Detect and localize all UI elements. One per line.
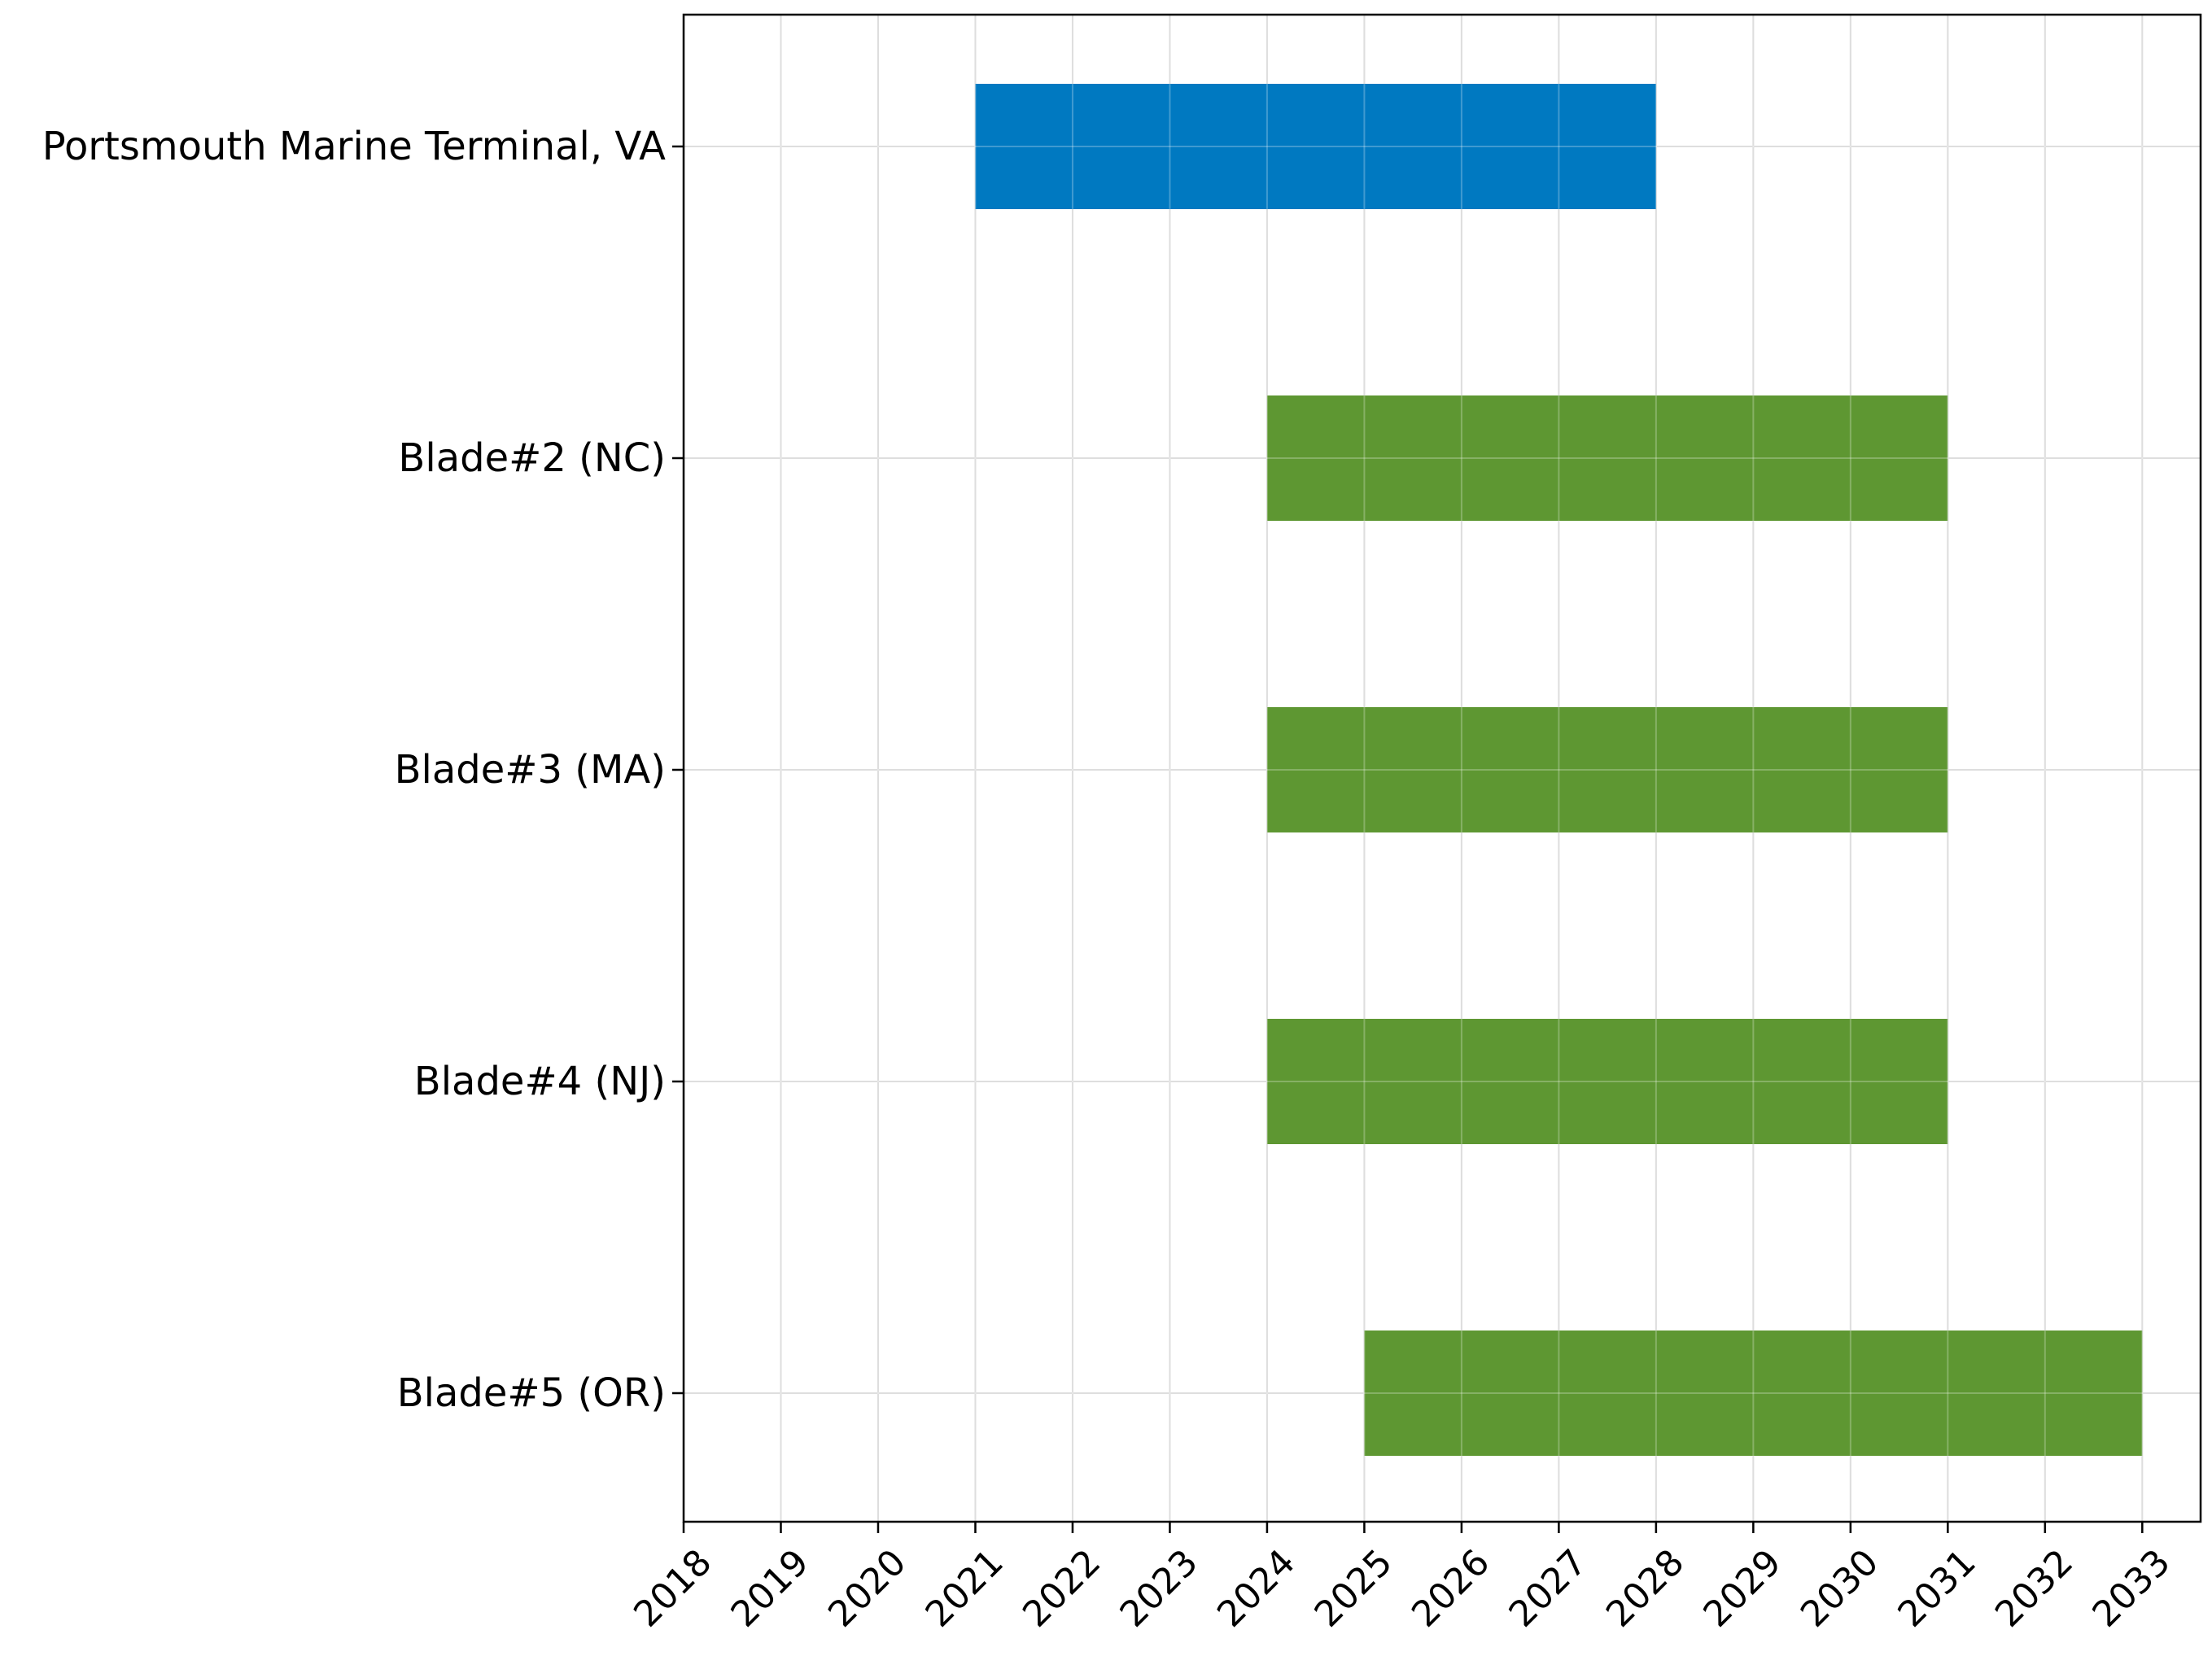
x-tick-label: 2020 <box>820 1541 914 1635</box>
y-tick-label: Blade#5 (OR) <box>397 1370 666 1416</box>
gantt-bar <box>975 84 1656 209</box>
grid-over-layer <box>683 15 2201 1522</box>
x-tick-label: 2018 <box>626 1541 719 1635</box>
gantt-bar <box>1266 1019 1948 1144</box>
x-tick-label: 2022 <box>1015 1541 1108 1635</box>
y-tick-label: Blade#4 (NJ) <box>414 1059 666 1104</box>
x-tick-label: 2033 <box>2084 1541 2178 1635</box>
x-tick-label: 2023 <box>1113 1541 1206 1635</box>
y-tick-label: Blade#3 (MA) <box>395 747 666 793</box>
x-tick-label: 2026 <box>1404 1541 1497 1635</box>
x-tick-label: 2031 <box>1890 1541 1983 1635</box>
y-tick-label: Blade#2 (NC) <box>398 435 666 481</box>
x-tick-label: 2025 <box>1307 1541 1401 1635</box>
x-tick-label: 2029 <box>1696 1541 1790 1635</box>
x-tick-label: 2030 <box>1793 1541 1886 1635</box>
gantt-bar <box>1364 1330 2143 1456</box>
x-axis: 2018 2019 2020 2021 2022 2023 2024 2025 2026 2027… <box>626 1522 2179 1636</box>
y-tick-label: Portsmouth Marine Terminal, VA <box>42 124 666 169</box>
x-tick-label: 2024 <box>1209 1541 1303 1635</box>
gantt-bar <box>1266 395 1948 521</box>
gantt-bar <box>1266 707 1948 832</box>
x-tick-label: 2028 <box>1598 1541 1692 1635</box>
x-tick-label: 2027 <box>1502 1541 1595 1635</box>
y-axis: Portsmouth Marine Terminal, VA Blade#2 (N… <box>42 124 684 1416</box>
bar-layer <box>975 84 2143 1456</box>
x-tick-label: 2019 <box>723 1541 817 1635</box>
plot-frame <box>682 13 2202 1523</box>
x-tick-label: 2021 <box>918 1541 1012 1635</box>
x-tick-label: 2032 <box>1987 1541 2081 1635</box>
